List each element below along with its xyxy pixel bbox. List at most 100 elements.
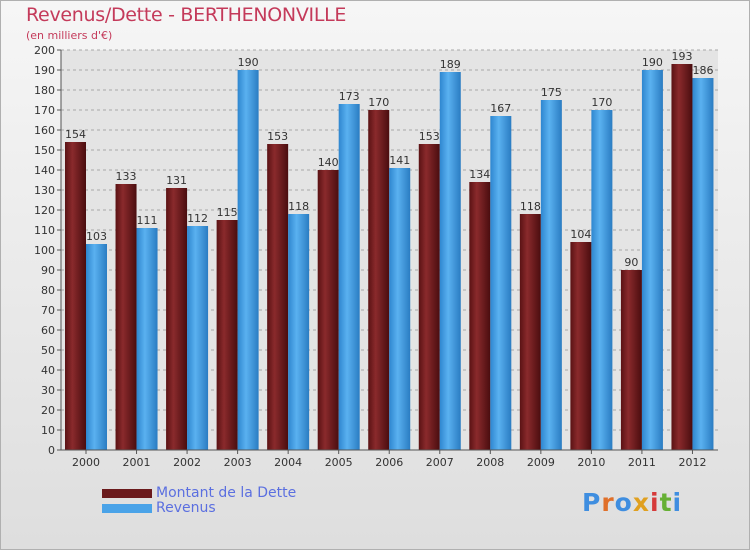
x-tick-label: 2002 xyxy=(173,456,201,469)
bar-revenus xyxy=(692,78,714,450)
bar-dette xyxy=(570,242,592,450)
bar-revenus xyxy=(439,72,461,450)
y-tick-label: 140 xyxy=(34,164,55,177)
data-label-revenus: 141 xyxy=(389,154,410,167)
data-label-dette: 170 xyxy=(368,96,389,109)
x-tick-label: 2011 xyxy=(628,456,656,469)
data-label-dette: 104 xyxy=(570,228,591,241)
bar-dette xyxy=(216,220,238,450)
y-tick-label: 190 xyxy=(34,64,55,77)
logo-letter: P xyxy=(582,488,602,517)
data-label-revenus: 170 xyxy=(591,96,612,109)
chart-title: Revenus/Dette - BERTHENONVILLE xyxy=(26,4,347,26)
bar-revenus xyxy=(591,110,613,450)
data-label-dette: 153 xyxy=(267,130,288,143)
logo-letter: x xyxy=(632,488,650,517)
data-label-revenus: 167 xyxy=(490,102,511,115)
logo-letter: o xyxy=(614,488,633,517)
bar-revenus xyxy=(86,244,107,450)
bar-revenus xyxy=(288,214,310,450)
y-tick-label: 90 xyxy=(41,264,55,277)
x-tick-label: 2009 xyxy=(527,456,555,469)
x-tick-label: 2001 xyxy=(123,456,151,469)
y-tick-label: 100 xyxy=(34,244,55,257)
y-tick-label: 170 xyxy=(34,104,55,117)
data-label-revenus: 111 xyxy=(137,214,158,227)
x-tick-label: 2007 xyxy=(426,456,454,469)
data-label-revenus: 190 xyxy=(642,56,663,69)
bar-chart: 154 103 133 111 131 112 115 190 153 118 140 173 170 1… xyxy=(34,44,718,469)
legend-swatch-revenus xyxy=(102,504,152,513)
y-tick-label: 40 xyxy=(41,364,55,377)
data-label-dette: 131 xyxy=(166,174,187,187)
data-label-dette: 193 xyxy=(671,50,692,63)
x-tick-label: 2003 xyxy=(224,456,252,469)
bar-revenus xyxy=(187,226,209,450)
bar-revenus xyxy=(389,168,411,450)
x-tick-label: 2005 xyxy=(325,456,353,469)
bar-dette xyxy=(317,170,339,450)
data-label-dette: 133 xyxy=(116,170,137,183)
data-label-dette: 115 xyxy=(217,206,238,219)
data-label-revenus: 189 xyxy=(440,58,461,71)
y-tick-label: 0 xyxy=(48,444,55,457)
y-tick-label: 150 xyxy=(34,144,55,157)
y-tick-label: 60 xyxy=(41,324,55,337)
data-label-revenus: 186 xyxy=(692,64,713,77)
y-tick-label: 80 xyxy=(41,284,55,297)
logo-letter: i xyxy=(650,488,660,517)
bar-revenus xyxy=(641,70,663,450)
bar-revenus xyxy=(136,228,158,450)
bar-revenus xyxy=(540,100,562,450)
x-tick-label: 2008 xyxy=(476,456,504,469)
bar-dette xyxy=(115,184,137,450)
bar-dette xyxy=(267,144,289,450)
y-tick-label: 110 xyxy=(34,224,55,237)
bar-revenus xyxy=(338,104,360,450)
bar-dette xyxy=(65,142,86,450)
chart-subtitle: (en milliers d'€) xyxy=(26,29,113,42)
y-tick-label: 30 xyxy=(41,384,55,397)
y-tick-label: 130 xyxy=(34,184,55,197)
data-label-revenus: 103 xyxy=(86,230,107,243)
data-label-dette: 154 xyxy=(65,128,86,141)
x-tick-label: 2004 xyxy=(274,456,302,469)
bar-dette xyxy=(166,188,188,450)
data-label-revenus: 173 xyxy=(339,90,360,103)
data-label-dette: 118 xyxy=(520,200,541,213)
data-label-dette: 140 xyxy=(318,156,339,169)
y-tick-label: 70 xyxy=(41,304,55,317)
legend-swatch-dette xyxy=(102,489,152,498)
x-tick-label: 2006 xyxy=(375,456,403,469)
y-tick-label: 200 xyxy=(34,44,55,57)
data-label-dette: 134 xyxy=(469,168,490,181)
y-tick-label: 10 xyxy=(41,424,55,437)
data-label-revenus: 190 xyxy=(238,56,259,69)
data-label-revenus: 112 xyxy=(187,212,208,225)
y-tick-label: 50 xyxy=(41,344,55,357)
y-tick-label: 20 xyxy=(41,404,55,417)
bar-dette xyxy=(418,144,440,450)
data-label-dette: 90 xyxy=(624,256,638,269)
legend-label-dette: Montant de la Dette xyxy=(156,485,297,501)
bar-dette xyxy=(519,214,541,450)
bar-dette xyxy=(620,270,642,450)
data-label-dette: 153 xyxy=(419,130,440,143)
bar-dette xyxy=(469,182,491,450)
x-tick-label: 2012 xyxy=(678,456,706,469)
legend-label-revenus: Revenus xyxy=(156,500,216,516)
bar-dette xyxy=(368,110,390,450)
data-label-revenus: 175 xyxy=(541,86,562,99)
y-tick-label: 120 xyxy=(34,204,55,217)
bar-revenus xyxy=(490,116,512,450)
proxiti-logo: Proxiti xyxy=(582,488,682,517)
x-tick-label: 2010 xyxy=(577,456,605,469)
logo-letter: i xyxy=(672,488,683,517)
y-tick-label: 160 xyxy=(34,124,55,137)
logo-letter: r xyxy=(601,488,615,517)
x-tick-label: 2000 xyxy=(72,456,100,469)
y-tick-label: 180 xyxy=(34,84,55,97)
logo-letter: t xyxy=(659,488,673,517)
bar-dette xyxy=(671,64,693,450)
data-label-revenus: 118 xyxy=(288,200,309,213)
